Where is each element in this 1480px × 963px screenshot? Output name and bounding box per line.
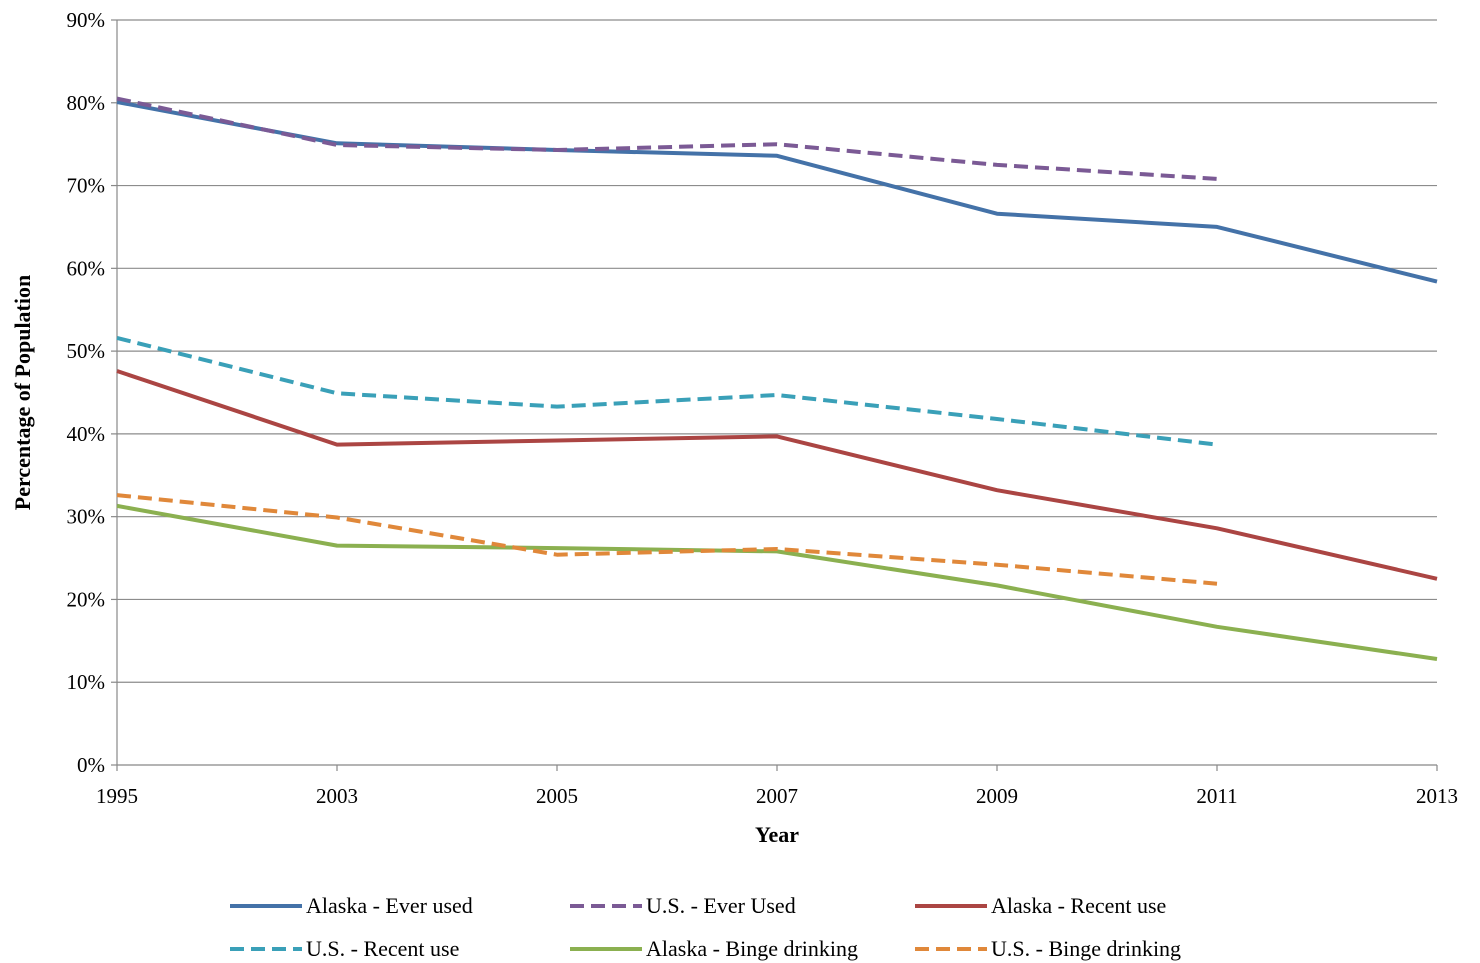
series-line-6 xyxy=(116,493,1218,586)
x-tick-label: 1995 xyxy=(96,784,138,808)
x-tick-label: 2005 xyxy=(536,784,578,808)
y-tick-label: 60% xyxy=(67,256,106,280)
y-axis-title: Percentage of Population xyxy=(10,275,35,510)
series-line-4 xyxy=(116,335,1218,447)
legend-label: Alaska - Binge drinking xyxy=(646,936,858,961)
y-tick-label: 0% xyxy=(77,753,105,777)
x-tick-label: 2007 xyxy=(756,784,798,808)
y-tick-label: 40% xyxy=(67,422,106,446)
y-tick-label: 10% xyxy=(67,670,106,694)
series-lines xyxy=(116,96,1438,661)
x-tick-label: 2003 xyxy=(316,784,358,808)
y-tick-label: 50% xyxy=(67,339,106,363)
y-tick-label: 70% xyxy=(67,174,106,198)
series-line-1 xyxy=(116,100,1438,284)
x-tick-label: 2013 xyxy=(1416,784,1458,808)
legend-label: Alaska - Ever used xyxy=(306,893,473,918)
y-axis-ticks: 0% 10% 20% 30% 40% 50% 60% 70% 80% 90% xyxy=(67,8,117,777)
legend-label: U.S. - Recent use xyxy=(306,936,459,961)
y-tick-label: 20% xyxy=(67,587,106,611)
series-line-2 xyxy=(116,96,1218,181)
y-tick-label: 80% xyxy=(67,91,106,115)
y-tick-label: 30% xyxy=(67,505,106,529)
y-tick-label: 90% xyxy=(67,8,106,32)
x-axis-title: Year xyxy=(755,822,799,847)
legend-label: U.S. - Binge drinking xyxy=(991,936,1181,961)
x-axis-ticks: 1995 2003 2005 2007 2009 2011 2013 xyxy=(96,765,1458,808)
legend: Alaska - Ever used U.S. - Ever Used Alaska… xyxy=(230,893,1181,961)
legend-label: Alaska - Recent use xyxy=(991,893,1166,918)
x-tick-label: 2011 xyxy=(1196,784,1237,808)
series-line-3 xyxy=(116,369,1438,581)
legend-label: U.S. - Ever Used xyxy=(646,893,796,918)
gridlines xyxy=(117,19,1437,683)
series-line-5 xyxy=(116,503,1438,661)
x-tick-label: 2009 xyxy=(976,784,1018,808)
